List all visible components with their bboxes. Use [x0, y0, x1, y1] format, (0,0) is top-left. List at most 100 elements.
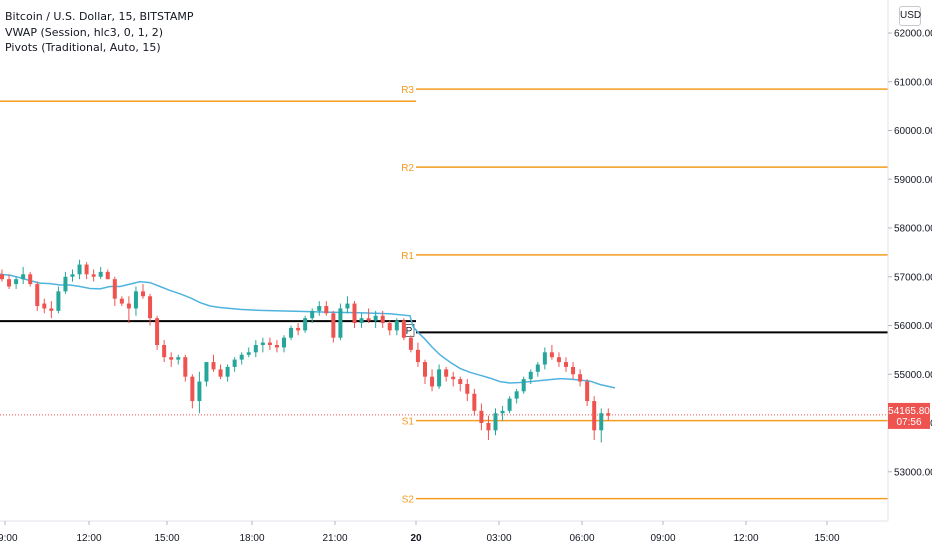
candle-body: [564, 362, 568, 367]
candle-body: [479, 410, 484, 423]
x-tick-label: 18:00: [239, 533, 264, 544]
candle-body: [437, 369, 442, 387]
candle-body: [578, 374, 583, 382]
y-tick-label: 61000.00: [894, 77, 932, 88]
candle-body: [493, 413, 498, 431]
candle-body: [472, 393, 477, 411]
candle-body: [169, 357, 174, 360]
candle-body: [119, 298, 124, 304]
candle-body: [0, 274, 4, 280]
candle-body: [7, 279, 12, 287]
candle-body: [218, 369, 223, 377]
legend-vwap[interactable]: VWAP (Session, hlc3, 0, 1, 2): [5, 25, 164, 39]
x-tick-label: 12:00: [76, 533, 101, 544]
candle-body: [373, 315, 378, 321]
candle-body: [289, 327, 294, 338]
currency-button[interactable]: USD: [899, 6, 921, 26]
x-tick-label: 15:00: [814, 533, 839, 544]
x-tick-label: 09:00: [0, 533, 18, 544]
candle-body: [500, 410, 505, 414]
pivot-label-r3: R3: [401, 85, 414, 96]
candle-body: [148, 296, 153, 319]
pivot-label-r2: R2: [401, 163, 414, 174]
chart-legend: Bitcoin / U.S. Dollar, 15, BITSTAMP VWAP…: [5, 9, 194, 56]
candle-body: [296, 327, 301, 331]
x-tick-label: 15:00: [154, 533, 179, 544]
candle-body: [112, 279, 117, 299]
candle-body: [105, 271, 110, 280]
candle-body: [267, 342, 272, 345]
candle-body: [84, 264, 89, 275]
candle-body: [535, 364, 540, 372]
candle-body: [35, 284, 40, 306]
candle-body: [380, 315, 385, 324]
x-tick-label: 20: [410, 533, 422, 544]
candle-body: [514, 391, 519, 399]
candle-body: [303, 318, 308, 331]
candle-body: [21, 274, 26, 280]
legend-symbol[interactable]: Bitcoin / U.S. Dollar, 15, BITSTAMP: [5, 10, 194, 23]
candle-body: [42, 303, 47, 309]
candle-body: [451, 376, 456, 380]
x-tick-label: 06:00: [569, 533, 594, 544]
candle-body: [458, 379, 463, 384]
candle-body: [592, 401, 597, 431]
candle-body: [465, 384, 470, 394]
candle-body: [239, 354, 244, 360]
x-tick-label: 09:00: [650, 533, 675, 544]
candle-body: [204, 362, 209, 382]
candle-body: [253, 345, 258, 353]
candle-body: [599, 413, 604, 431]
x-tick-label: 21:00: [322, 533, 347, 544]
price-tag: [888, 402, 930, 429]
vwap-line: [0, 273, 616, 389]
legend-pivots[interactable]: Pivots (Traditional, Auto, 15): [5, 41, 161, 54]
candle-body: [70, 274, 75, 277]
y-tick-label: 62000.00: [894, 29, 932, 40]
candle-body: [352, 303, 357, 324]
candle-body: [77, 264, 82, 275]
candle-body: [197, 381, 202, 402]
candle-body: [585, 381, 590, 402]
candle-body: [155, 318, 160, 345]
candle-body: [211, 362, 216, 370]
candle-body: [14, 279, 19, 285]
candle-body: [606, 413, 611, 416]
candle-body: [98, 271, 103, 277]
y-tick-label: 53000.00: [894, 467, 932, 478]
candle-body: [359, 318, 364, 324]
candle-body: [394, 320, 399, 331]
candle-body: [430, 376, 435, 387]
candle-body: [387, 323, 392, 331]
candle-body: [126, 303, 131, 309]
y-tick-label: 59000.00: [894, 175, 932, 186]
candle-body: [571, 366, 576, 375]
candle-body: [542, 352, 547, 365]
candle-body: [141, 291, 145, 297]
candle-body: [345, 303, 350, 309]
candle-body: [423, 362, 427, 377]
candle-body: [274, 345, 279, 348]
price-tag-countdown: 07:56: [896, 417, 921, 428]
candle-body: [507, 398, 512, 411]
y-tick-label: 58000.00: [894, 224, 932, 235]
candle-body: [310, 310, 315, 319]
candle-body: [246, 352, 251, 355]
candle-body: [528, 371, 533, 380]
price-tag-value: 54165.80: [888, 406, 930, 417]
candle-body: [225, 366, 230, 377]
pivot-label-s2: S2: [402, 495, 415, 506]
candle-body: [183, 357, 188, 377]
candle-body: [331, 313, 336, 338]
candle-body: [549, 352, 554, 358]
candle-body: [408, 337, 413, 350]
x-tick-label: 12:00: [733, 533, 758, 544]
candle-body: [317, 306, 322, 311]
candle-body: [415, 349, 420, 363]
candle-body: [91, 274, 96, 277]
y-tick-label: 57000.00: [894, 272, 932, 283]
candle-body: [338, 308, 343, 338]
candle-body: [556, 357, 561, 363]
